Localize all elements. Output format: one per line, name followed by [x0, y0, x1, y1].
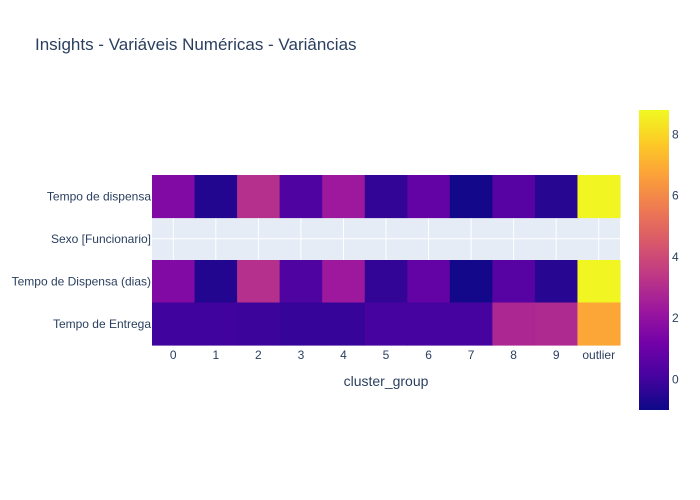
x-tick-label: 0 — [170, 348, 177, 362]
heatmap-cell — [449, 260, 493, 304]
heatmap-cell — [237, 175, 281, 219]
y-axis-ticks: Tempo de dispensa Sexo [Funcionario] Tempo… — [12, 189, 152, 331]
colorbar-gradient — [639, 110, 669, 410]
colorbar-tick-label: 4 — [672, 250, 679, 264]
x-tick-label: 1 — [212, 348, 219, 362]
heatmap-cell — [449, 175, 493, 219]
heatmap-cell — [492, 302, 536, 346]
x-tick-label: 7 — [468, 348, 475, 362]
chart-title: Insights - Variáveis Numéricas - Variânc… — [35, 35, 357, 54]
heatmap-cell — [364, 260, 408, 304]
heatmap-cell — [194, 260, 238, 304]
x-tick-label: 9 — [553, 348, 560, 362]
colorbar-tick-label: 2 — [672, 311, 679, 325]
heatmap-cell — [322, 260, 366, 304]
heatmap-cell — [152, 260, 196, 304]
heatmap-cell — [237, 260, 281, 304]
x-axis-ticks: 0 1 2 3 4 5 6 7 8 9 outlier — [170, 348, 615, 362]
heatmap-cell — [152, 175, 196, 219]
heatmap-cell — [237, 302, 281, 346]
x-axis-title: cluster_group — [344, 373, 429, 389]
y-tick-label: Tempo de Dispensa (dias) — [12, 274, 151, 288]
heatmap-cell — [577, 260, 621, 304]
x-tick-label: 3 — [298, 348, 305, 362]
x-tick-label: 2 — [255, 348, 262, 362]
x-tick-label: 5 — [383, 348, 390, 362]
heatmap-cells — [152, 175, 621, 346]
heatmap-cell — [534, 260, 579, 304]
x-tick-label: 8 — [510, 348, 517, 362]
heatmap-cell — [407, 302, 451, 346]
heatmap-cell — [407, 175, 451, 219]
colorbar-tick-label: 6 — [672, 189, 679, 203]
y-tick-label: Tempo de Entrega — [53, 317, 151, 331]
x-tick-label: 4 — [340, 348, 347, 362]
colorbar-tick-label: 8 — [672, 127, 679, 141]
heatmap-cell — [279, 302, 323, 346]
heatmap-cell — [577, 302, 621, 346]
heatmap-cell — [407, 260, 451, 304]
heatmap-cell — [194, 175, 238, 219]
y-tick-label: Sexo [Funcionario] — [51, 232, 151, 246]
heatmap-cell — [364, 302, 408, 346]
heatmap-cell — [322, 175, 366, 219]
heatmap-cell — [577, 175, 621, 219]
heatmap-cell — [534, 302, 579, 346]
heatmap-cell — [322, 302, 366, 346]
heatmap-cell — [364, 175, 408, 219]
heatmap-cell — [279, 175, 323, 219]
colorbar-tick-label: 0 — [672, 372, 679, 386]
heatmap-cell — [194, 302, 238, 346]
colorbar — [639, 110, 669, 410]
heatmap-cell — [449, 302, 493, 346]
x-tick-label: outlier — [582, 348, 615, 362]
colorbar-ticks: 0 2 4 6 8 — [672, 127, 679, 386]
heatmap-cell — [534, 175, 579, 219]
heatmap-cell — [492, 175, 536, 219]
y-tick-label: Tempo de dispensa — [47, 189, 151, 203]
x-tick-label: 6 — [425, 348, 432, 362]
heatmap-cell — [152, 302, 196, 346]
heatmap-cell — [279, 260, 323, 304]
heatmap-cell — [492, 260, 536, 304]
